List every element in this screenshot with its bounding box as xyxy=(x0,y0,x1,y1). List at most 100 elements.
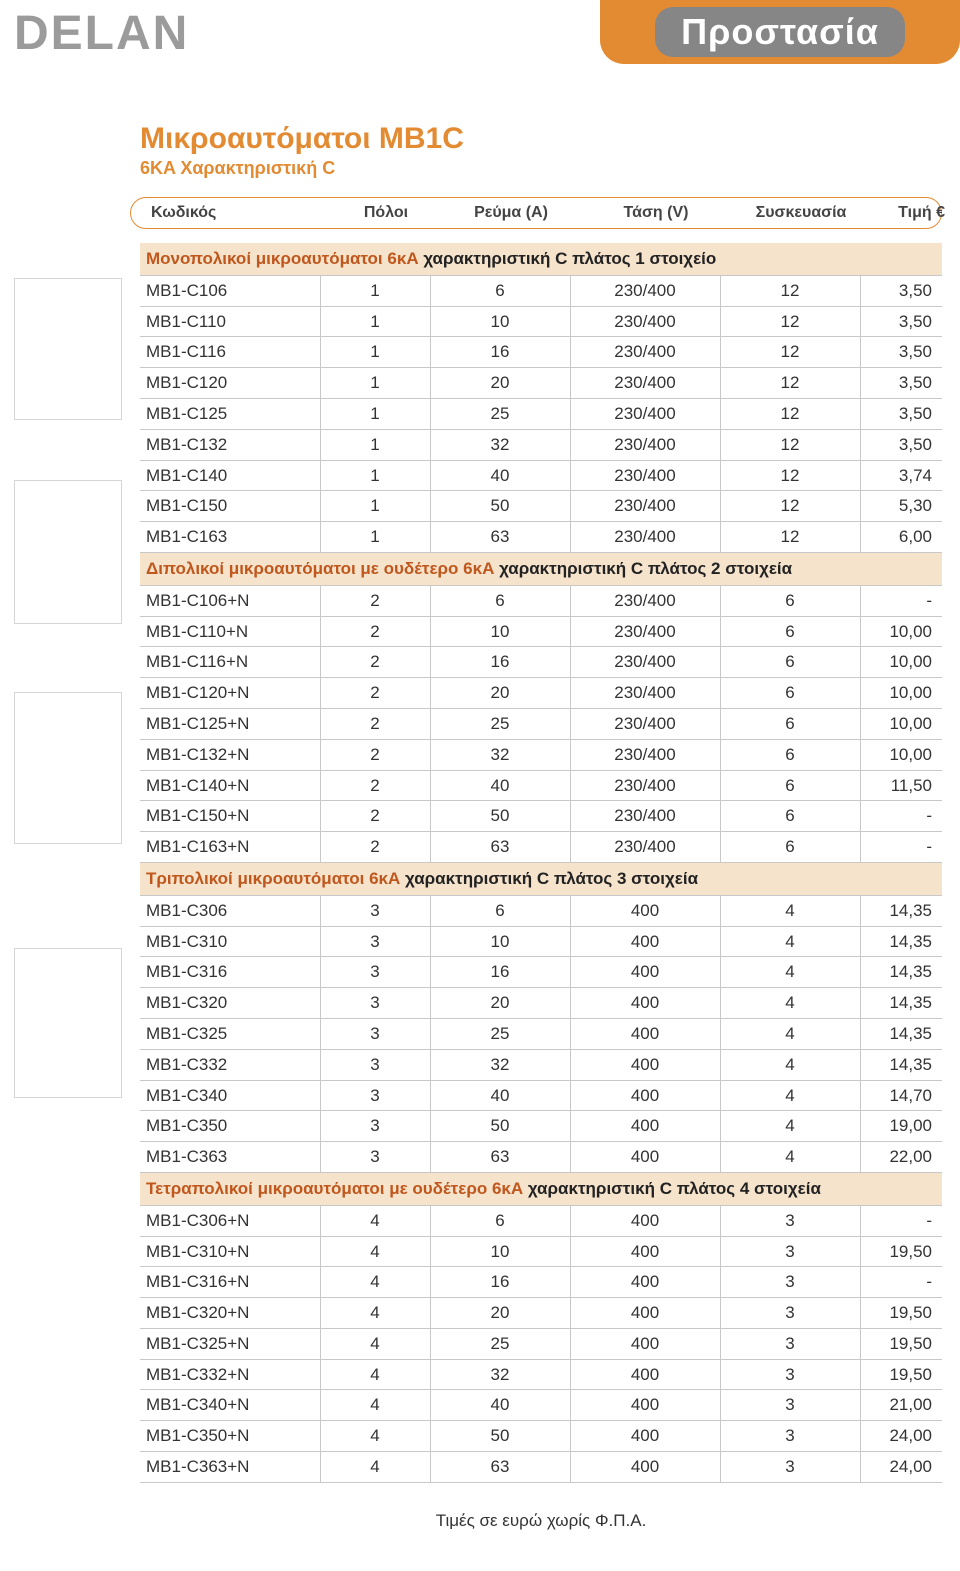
table-row: MB1-C363363400422,00 xyxy=(140,1142,942,1173)
cell-poles: 4 xyxy=(320,1328,430,1359)
cell-current: 6 xyxy=(430,275,570,306)
cell-pack: 4 xyxy=(720,1049,860,1080)
col-header-price: Τιμή € xyxy=(871,204,951,222)
cell-pack: 12 xyxy=(720,491,860,522)
cell-voltage: 400 xyxy=(570,1390,720,1421)
column-header-row: Κωδικός Πόλοι Ρεύμα (A) Τάση (V) Συσκευα… xyxy=(151,204,931,222)
table-row: MB1-C116116230/400123,50 xyxy=(140,337,942,368)
cell-poles: 4 xyxy=(320,1205,430,1236)
cell-code: MB1-C106+N xyxy=(140,585,320,616)
table-row: MB1-C150150230/400125,30 xyxy=(140,491,942,522)
cell-voltage: 230/400 xyxy=(570,398,720,429)
cell-current: 32 xyxy=(430,429,570,460)
cell-pack: 3 xyxy=(720,1298,860,1329)
cell-voltage: 230/400 xyxy=(570,832,720,863)
cell-price: - xyxy=(860,585,942,616)
cell-current: 6 xyxy=(430,895,570,926)
footer-note: Τιμές σε ευρώ χωρίς Φ.Π.Α. xyxy=(140,1511,942,1531)
cell-voltage: 230/400 xyxy=(570,708,720,739)
cell-code: MB1-C306+N xyxy=(140,1205,320,1236)
cell-price: 14,70 xyxy=(860,1080,942,1111)
cell-code: MB1-C132 xyxy=(140,429,320,460)
cell-code: MB1-C116+N xyxy=(140,647,320,678)
table-row: MB1-C110110230/400123,50 xyxy=(140,306,942,337)
cell-pack: 3 xyxy=(720,1421,860,1452)
top-banner: DELAN Προστασία xyxy=(0,0,960,82)
table-row: MB1-C332+N432400319,50 xyxy=(140,1359,942,1390)
cell-code: MB1-C363 xyxy=(140,1142,320,1173)
table-row: MB1-C132+N232230/400610,00 xyxy=(140,739,942,770)
col-header-code: Κωδικός xyxy=(151,204,331,222)
table-row: MB1-C150+N250230/4006- xyxy=(140,801,942,832)
table-row: MB1-C316+N4164003- xyxy=(140,1267,942,1298)
cell-current: 20 xyxy=(430,678,570,709)
cell-voltage: 230/400 xyxy=(570,739,720,770)
cell-price: 19,50 xyxy=(860,1298,942,1329)
cell-code: MB1-C106 xyxy=(140,275,320,306)
cell-price: 19,50 xyxy=(860,1236,942,1267)
page-subtitle: 6KA Χαρακτηριστική C xyxy=(140,158,942,179)
cell-poles: 3 xyxy=(320,926,430,957)
product-image-placeholder xyxy=(14,692,122,844)
cell-code: MB1-C125+N xyxy=(140,708,320,739)
cell-price: 19,50 xyxy=(860,1328,942,1359)
cell-pack: 3 xyxy=(720,1205,860,1236)
cell-code: MB1-C350 xyxy=(140,1111,320,1142)
cell-pack: 3 xyxy=(720,1328,860,1359)
cell-pack: 12 xyxy=(720,429,860,460)
table-row: MB1-C320320400414,35 xyxy=(140,988,942,1019)
cell-price: 3,50 xyxy=(860,368,942,399)
cell-current: 40 xyxy=(430,1080,570,1111)
cell-pack: 4 xyxy=(720,1111,860,1142)
cell-voltage: 400 xyxy=(570,957,720,988)
table-row: MB1-C10616230/400123,50 xyxy=(140,275,942,306)
cell-code: MB1-C320 xyxy=(140,988,320,1019)
cell-price: 3,50 xyxy=(860,398,942,429)
cell-poles: 1 xyxy=(320,460,430,491)
cell-price: - xyxy=(860,801,942,832)
col-header-poles: Πόλοι xyxy=(331,204,441,222)
section-heading-rest: χαρακτηριστική C πλάτος 2 στοιχεία xyxy=(494,559,792,578)
cell-pack: 4 xyxy=(720,957,860,988)
table-row: MB1-C125+N225230/400610,00 xyxy=(140,708,942,739)
cell-poles: 3 xyxy=(320,1142,430,1173)
cell-price: 10,00 xyxy=(860,678,942,709)
cell-current: 20 xyxy=(430,368,570,399)
cell-voltage: 400 xyxy=(570,1142,720,1173)
cell-current: 63 xyxy=(430,1452,570,1483)
cell-pack: 12 xyxy=(720,337,860,368)
cell-pack: 12 xyxy=(720,306,860,337)
section-heading: Τετραπολικοί μικροαυτόματοι με ουδέτερο … xyxy=(140,1172,942,1205)
table-row: MB1-C340340400414,70 xyxy=(140,1080,942,1111)
cell-price: 11,50 xyxy=(860,770,942,801)
table-row: MB1-C120+N220230/400610,00 xyxy=(140,678,942,709)
cell-poles: 1 xyxy=(320,398,430,429)
cell-pack: 6 xyxy=(720,585,860,616)
cell-pack: 6 xyxy=(720,770,860,801)
cell-current: 10 xyxy=(430,1236,570,1267)
table-row: MB1-C316316400414,35 xyxy=(140,957,942,988)
cell-voltage: 230/400 xyxy=(570,647,720,678)
cell-voltage: 230/400 xyxy=(570,306,720,337)
cell-pack: 12 xyxy=(720,275,860,306)
cell-pack: 4 xyxy=(720,926,860,957)
section-heading: Διπολικοί μικροαυτόματοι με ουδέτερο 6κΑ… xyxy=(140,552,942,585)
cell-current: 25 xyxy=(430,708,570,739)
table-row: MB1-C325325400414,35 xyxy=(140,1018,942,1049)
section-heading: Μονοπολικοί μικροαυτόματοι 6κΑ χαρακτηρι… xyxy=(140,243,942,275)
table-row: MB1-C30636400414,35 xyxy=(140,895,942,926)
cell-code: MB1-C150+N xyxy=(140,801,320,832)
section-heading-rest: χαρακτηριστική C πλάτος 4 στοιχεία xyxy=(523,1179,821,1198)
cell-price: - xyxy=(860,1205,942,1236)
cell-code: MB1-C132+N xyxy=(140,739,320,770)
cell-poles: 2 xyxy=(320,739,430,770)
cell-price: 3,50 xyxy=(860,275,942,306)
cell-poles: 2 xyxy=(320,770,430,801)
cell-code: MB1-C316 xyxy=(140,957,320,988)
table-row: MB1-C310310400414,35 xyxy=(140,926,942,957)
cell-code: MB1-C332 xyxy=(140,1049,320,1080)
cell-price: 24,00 xyxy=(860,1452,942,1483)
cell-voltage: 400 xyxy=(570,1111,720,1142)
cell-voltage: 230/400 xyxy=(570,616,720,647)
cell-code: MB1-C163+N xyxy=(140,832,320,863)
